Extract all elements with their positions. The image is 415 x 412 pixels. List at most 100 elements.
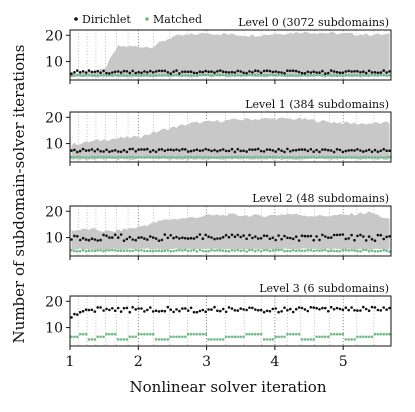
- dirichlet-point: [274, 70, 278, 73]
- dirichlet-point: [370, 150, 374, 154]
- matched-point: [166, 249, 170, 252]
- dirichlet-point: [277, 71, 280, 74]
- dirichlet-point: [99, 238, 102, 242]
- matched-point: [146, 155, 149, 159]
- matched-point: [271, 74, 275, 77]
- dirichlet-point: [207, 148, 210, 152]
- dirichlet-point: [181, 147, 184, 151]
- dirichlet-point: [96, 148, 99, 151]
- dirichlet-point: [248, 70, 251, 73]
- matched-point: [370, 156, 374, 159]
- dirichlet-point: [184, 148, 187, 151]
- dirichlet-point: [309, 148, 313, 151]
- matched-point: [84, 155, 88, 159]
- dirichlet-point: [151, 149, 155, 152]
- dirichlet-point: [134, 71, 137, 75]
- matched-point: [256, 248, 260, 252]
- dirichlet-point: [160, 69, 164, 73]
- matched-point: [198, 73, 202, 77]
- dirichlet-point: [93, 310, 97, 313]
- dirichlet-point: [116, 236, 120, 239]
- matched-point: [268, 338, 272, 341]
- matched-point: [248, 73, 251, 77]
- matched-point: [294, 156, 298, 159]
- matched-point: [335, 74, 339, 77]
- dirichlet-point: [324, 148, 327, 151]
- dirichlet-point: [312, 238, 316, 242]
- matched-point: [93, 338, 97, 341]
- dirichlet-point: [122, 239, 126, 242]
- dirichlet-point: [70, 72, 73, 75]
- dirichlet-point: [221, 70, 225, 73]
- matched-point: [318, 335, 321, 339]
- dirichlet-point: [321, 69, 324, 73]
- matched-point: [327, 74, 330, 77]
- matched-point: [306, 156, 310, 159]
- dirichlet-point: [216, 149, 219, 153]
- dirichlet-point: [347, 237, 351, 240]
- dirichlet-point: [221, 235, 225, 239]
- matched-point: [90, 74, 94, 77]
- matched-point: [385, 156, 388, 159]
- matched-point: [175, 156, 178, 159]
- matched-point: [367, 249, 371, 253]
- matched-point: [245, 332, 248, 336]
- matched-point: [87, 249, 91, 252]
- matched-point: [327, 335, 330, 339]
- matched-point: [181, 249, 184, 252]
- matched-point: [289, 332, 292, 336]
- dirichlet-point: [192, 237, 196, 240]
- dirichlet-point: [157, 239, 161, 242]
- matched-point: [233, 74, 237, 77]
- dirichlet-point: [341, 150, 345, 154]
- dirichlet-point: [362, 150, 365, 153]
- matched-point: [341, 332, 345, 336]
- matched-point: [318, 249, 321, 252]
- dirichlet-point: [204, 69, 207, 73]
- matched-point: [367, 74, 371, 77]
- dirichlet-point: [81, 147, 85, 151]
- matched-point: [178, 248, 181, 252]
- dirichlet-point: [99, 71, 102, 74]
- dirichlet-point: [189, 236, 193, 240]
- x-tick-label: 2: [134, 354, 143, 370]
- matched-point: [201, 73, 205, 77]
- dirichlet-point: [143, 310, 146, 313]
- dirichlet-point: [327, 71, 330, 75]
- dirichlet-point: [329, 305, 333, 309]
- matched-point: [108, 249, 111, 252]
- matched-point: [154, 249, 158, 253]
- matched-point: [189, 332, 193, 336]
- matched-point: [210, 248, 213, 252]
- dirichlet-point: [315, 306, 318, 310]
- dirichlet-point: [151, 310, 155, 313]
- matched-point: [303, 249, 307, 253]
- matched-point: [102, 335, 105, 339]
- dirichlet-point: [268, 69, 272, 73]
- matched-point: [78, 332, 82, 336]
- dirichlet-point: [239, 307, 242, 310]
- dirichlet-point: [186, 237, 190, 240]
- dirichlet-point: [157, 310, 161, 313]
- matched-point: [338, 250, 342, 253]
- matched-point: [350, 74, 353, 77]
- dirichlet-point: [198, 70, 202, 73]
- dirichlet-point: [370, 305, 374, 309]
- dirichlet-point: [268, 237, 272, 241]
- matched-point: [359, 250, 362, 253]
- matched-point: [315, 73, 318, 77]
- dirichlet-point: [113, 70, 117, 74]
- matched-point: [283, 156, 286, 159]
- matched-point: [268, 249, 272, 253]
- dirichlet-point: [166, 71, 170, 74]
- dirichlet-point: [289, 69, 292, 73]
- matched-point: [201, 332, 205, 336]
- matched-point: [236, 335, 240, 339]
- matched-point: [382, 332, 386, 336]
- dirichlet-point: [271, 149, 275, 152]
- dirichlet-point: [160, 238, 164, 242]
- dirichlet-point: [105, 307, 108, 311]
- dirichlet-point: [111, 149, 114, 153]
- dirichlet-point: [332, 150, 336, 154]
- matched-point: [289, 74, 292, 77]
